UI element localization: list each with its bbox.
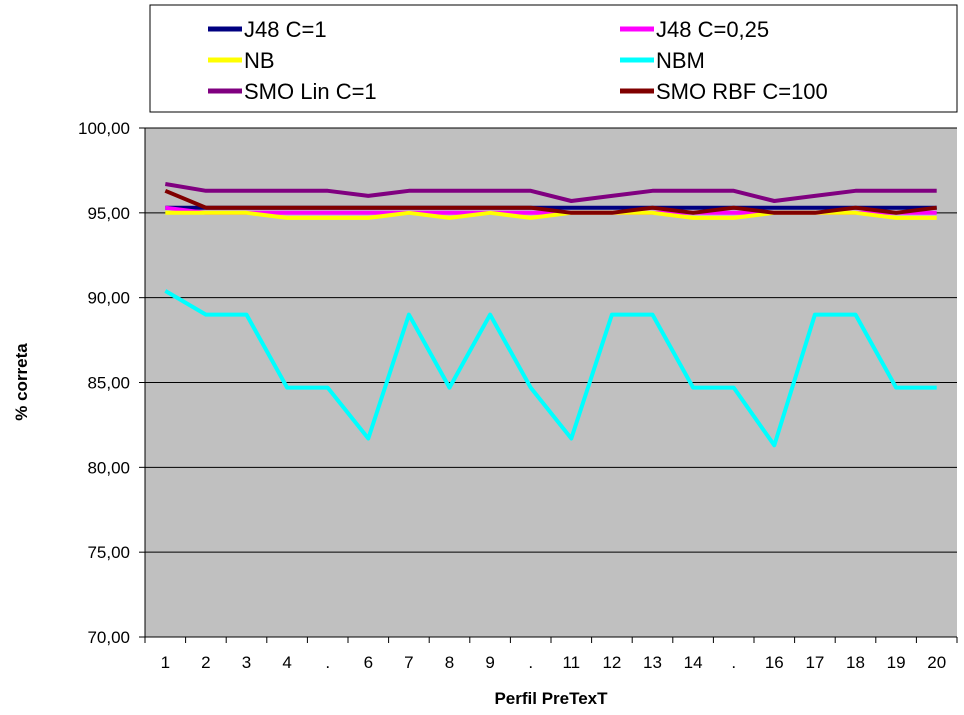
legend-label: SMO RBF C=100 [656,79,828,104]
legend-label: NB [244,48,275,73]
x-tick-label: 9 [485,653,494,672]
x-tick-label: . [325,653,330,672]
x-tick-label: 12 [602,653,621,672]
legend-box [149,4,958,113]
legend-label: J48 C=1 [244,17,327,42]
series-line-6 [164,188,937,215]
x-tick-label: 3 [242,653,251,672]
y-tick-label: 95,00 [87,204,130,223]
x-tick-label: 18 [846,653,865,672]
y-tick-label: 70,00 [87,628,130,647]
legend-label: SMO Lin C=1 [244,79,377,104]
y-tick-label: 75,00 [87,543,130,562]
y-tick-label: 80,00 [87,458,130,477]
y-tick-label: 100,00 [78,119,130,138]
x-tick-label: 14 [684,653,703,672]
x-tick-label: . [528,653,533,672]
x-tick-label: 13 [643,653,662,672]
x-tick-label: 1 [161,653,170,672]
x-tick-label: 17 [805,653,824,672]
x-tick-label: 8 [445,653,454,672]
axes [139,127,958,643]
series-line-4 [164,289,937,448]
x-tick-label: 4 [282,653,291,672]
x-tick-label: 2 [201,653,210,672]
x-tick-label: . [731,653,736,672]
legend-label: NBM [656,48,705,73]
x-tick-label: 11 [562,653,580,672]
y-tick-label: 90,00 [87,289,130,308]
x-axis-title: Perfil PreTexT [494,689,608,708]
x-tick-label: 7 [404,653,413,672]
series-lines [164,182,937,448]
x-tick-label: 19 [887,653,906,672]
legend: J48 C=1 J48 C=0,25 NB NBM SMO Lin C=1 SMO RBF… [208,17,828,104]
y-axis-title: % correta [12,343,31,421]
legend-label: J48 C=0,25 [656,17,769,42]
y-tick-labels: 70,00 75,00 80,00 85,00 90,00 95,00 100,00 [78,119,130,647]
series-line-5 [164,182,937,203]
y-tick-label: 85,00 [87,374,130,393]
gridlines [145,127,957,553]
x-tick-label: 6 [364,653,373,672]
x-tick-labels: 1 2 3 4. 6 7 8 9. 11 12 13 14. 16 17 18 19 20 [161,653,947,672]
x-tick-label: 20 [927,653,946,672]
x-tick-label: 16 [765,653,784,672]
